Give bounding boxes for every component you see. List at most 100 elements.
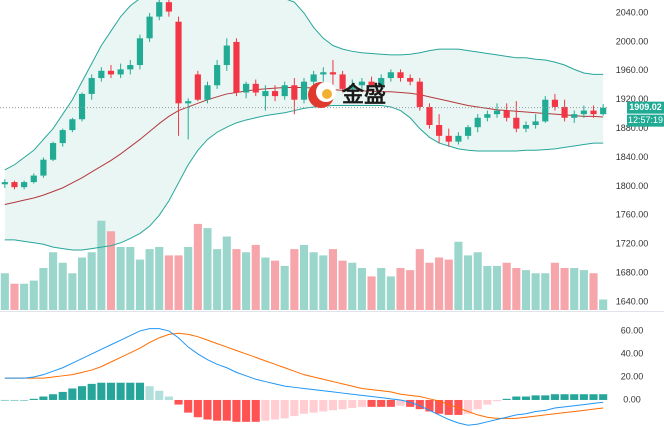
candle-body [416, 81, 423, 107]
volume-bar [174, 255, 183, 310]
candle-body [455, 135, 462, 142]
macd-histogram-bar [135, 382, 144, 400]
bollinger-upper [4, 0, 604, 171]
candle-body [156, 2, 163, 17]
macd-histogram-bar [145, 386, 154, 400]
y-tick-label: 1760.00 [616, 210, 649, 220]
volume-bar [126, 247, 135, 310]
macd-histogram-bar [251, 399, 260, 422]
candle-body [484, 114, 491, 118]
candle-body [49, 143, 57, 160]
macd-histogram-bar [58, 391, 67, 400]
volume-bar [242, 252, 251, 310]
volume-bar [58, 262, 67, 310]
macd-histogram-bar [560, 394, 569, 400]
volume-bar [492, 265, 502, 310]
macd-histogram-bar [126, 382, 135, 400]
y-tick-label: 2000.00 [616, 36, 649, 46]
macd-histogram-bar [599, 394, 608, 400]
macd-histogram-bar [222, 399, 231, 421]
volume-bar [0, 273, 9, 310]
volume-bar [20, 283, 29, 310]
y-tick-label: 1880.00 [616, 123, 649, 133]
volume-bar [406, 270, 415, 310]
volume-bar [29, 280, 38, 310]
macd-histogram-bar [87, 383, 96, 400]
macd-histogram-bar [164, 396, 173, 400]
candle-body [233, 41, 240, 93]
volume-bar [203, 228, 212, 310]
volume-bar [135, 259, 144, 310]
volume-bar [77, 257, 87, 310]
macd-histogram-bar [550, 394, 559, 400]
candle-body [320, 72, 327, 75]
candle-body [165, 2, 172, 12]
macd-histogram-bar [97, 382, 106, 400]
volume-bar [145, 249, 154, 310]
volume-bar [560, 268, 569, 310]
macd-histogram-bar [579, 394, 588, 400]
candle-body [223, 45, 230, 66]
macd-histogram-bar [309, 399, 318, 413]
macd-histogram-bar [299, 399, 309, 414]
candle-body [329, 72, 337, 75]
macd-histogram-bar [377, 399, 386, 407]
volume-bar [270, 260, 280, 310]
volume-bar [319, 255, 328, 310]
macd-histogram-bar [39, 396, 48, 400]
volume-bar [68, 273, 77, 310]
volume-bar [415, 249, 424, 310]
macd-histogram-bar [280, 399, 289, 419]
countdown-label: 12:57:19 [628, 115, 663, 125]
candle-body [281, 85, 288, 97]
macd-histogram-bar [502, 398, 511, 400]
volume-bar [454, 241, 463, 310]
candle-body [300, 81, 308, 100]
macd-histogram-bar [20, 399, 29, 401]
candle-body [59, 130, 66, 144]
volume-bar [222, 236, 231, 310]
candle-body [78, 93, 86, 120]
macd-histogram-bar [454, 399, 463, 415]
volume-bar [338, 260, 347, 310]
candle-body [291, 85, 298, 100]
candle-body [358, 81, 365, 86]
volume-bar [184, 247, 193, 310]
macd-dif [4, 328, 604, 426]
volume-bar [213, 249, 222, 310]
price-panel [0, 0, 608, 310]
macd-tick-label: 0.00 [623, 394, 641, 404]
macd-histogram-bar [531, 395, 540, 400]
candle-body [1, 182, 8, 185]
macd-histogram-bar [396, 399, 405, 406]
volume-bar [251, 244, 260, 310]
candle-body [136, 38, 144, 66]
macd-histogram-bar [541, 395, 550, 400]
macd-histogram-bar [367, 399, 376, 407]
volume-bar [502, 262, 511, 310]
macd-histogram-bar [290, 399, 299, 417]
macd-histogram-bar [492, 399, 502, 402]
y-tick-label: 1680.00 [616, 268, 649, 278]
candle-body [310, 74, 317, 82]
y-tick-label: 1840.00 [616, 152, 649, 162]
candle-body [252, 83, 259, 93]
volume-bar [49, 252, 58, 310]
macd-histogram-bar [338, 399, 347, 410]
bollinger-lower [4, 105, 604, 251]
candle-body [387, 72, 394, 79]
volume-bar [386, 276, 395, 310]
macd-histogram-bar [483, 399, 492, 405]
macd-histogram-bar [406, 399, 415, 407]
candle-body [407, 78, 414, 82]
candle-body [69, 119, 76, 131]
macd-histogram-bar [184, 399, 193, 413]
y-tick-label: 1920.00 [616, 94, 649, 104]
macd-histogram-bar [570, 394, 579, 400]
macd-histogram-bar [348, 399, 357, 409]
candle-body [204, 85, 211, 100]
candle-body [503, 110, 510, 118]
candle-body [600, 107, 607, 115]
volume-bar [570, 268, 579, 310]
logo-dot [322, 89, 332, 99]
